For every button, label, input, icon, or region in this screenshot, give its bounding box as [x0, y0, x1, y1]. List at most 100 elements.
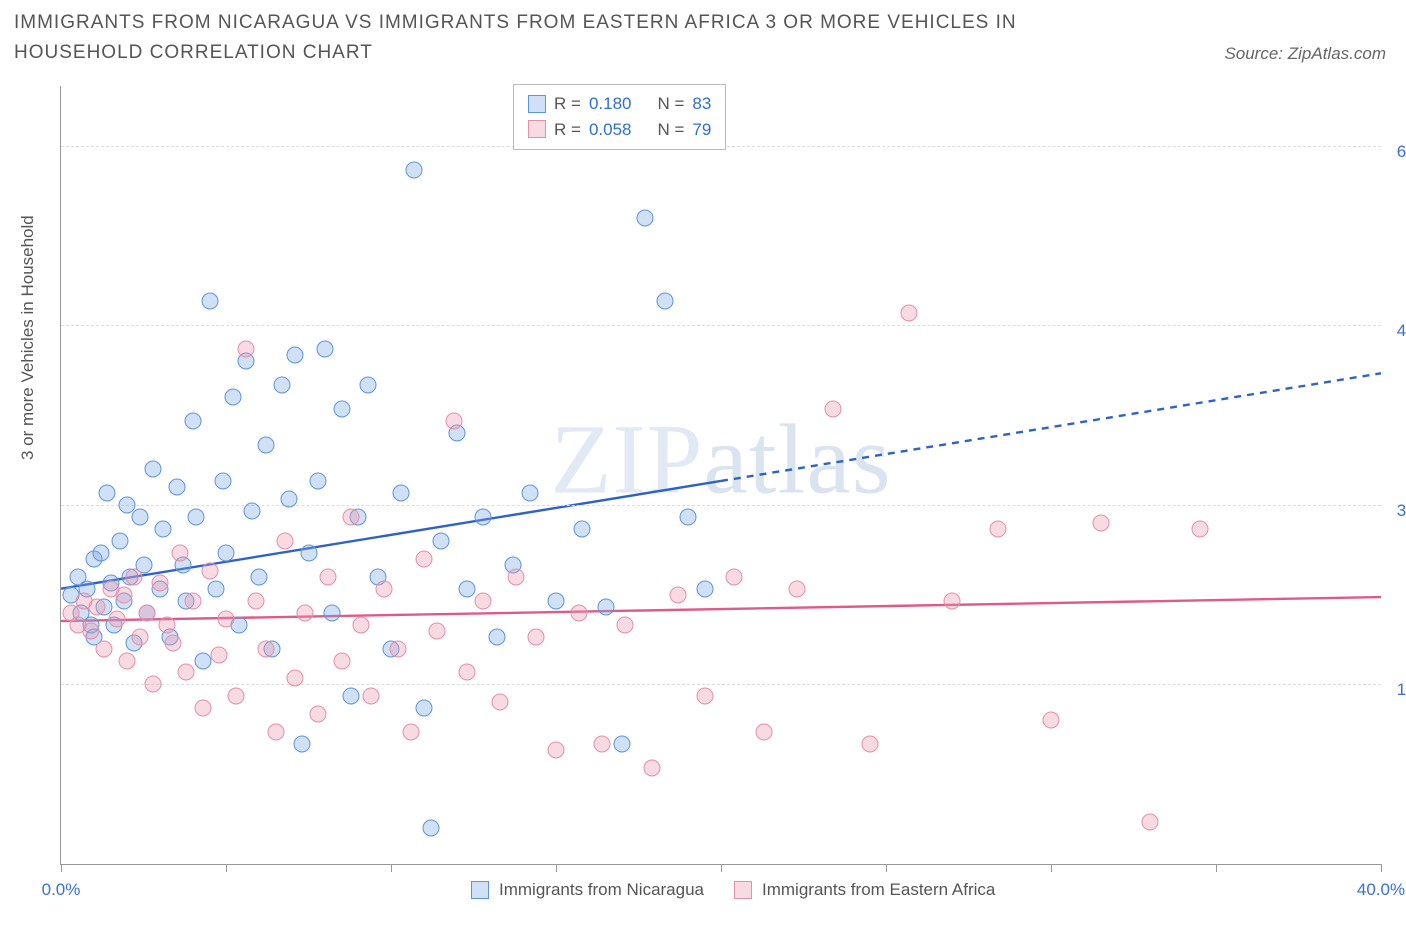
data-point-eastern_africa	[333, 652, 350, 669]
data-point-nicaragua	[168, 478, 185, 495]
data-point-nicaragua	[680, 508, 697, 525]
data-point-eastern_africa	[171, 544, 188, 561]
y-axis-label: 3 or more Vehicles in Household	[18, 215, 38, 460]
x-tick-label: 0.0%	[42, 880, 81, 900]
data-point-eastern_africa	[138, 604, 155, 621]
y-tick-label: 45.0%	[1397, 321, 1406, 341]
data-point-eastern_africa	[227, 688, 244, 705]
data-point-eastern_africa	[491, 694, 508, 711]
n-value-nicaragua: 83	[692, 91, 711, 117]
chart-title: IMMIGRANTS FROM NICARAGUA VS IMMIGRANTS …	[14, 8, 1134, 69]
data-point-eastern_africa	[528, 628, 545, 645]
data-point-nicaragua	[155, 520, 172, 537]
data-point-nicaragua	[548, 592, 565, 609]
data-point-nicaragua	[92, 544, 109, 561]
n-label: N =	[657, 91, 684, 117]
data-point-eastern_africa	[178, 664, 195, 681]
data-point-nicaragua	[287, 347, 304, 364]
data-point-nicaragua	[145, 461, 162, 478]
x-tick	[1051, 864, 1052, 872]
x-tick	[886, 864, 887, 872]
data-point-nicaragua	[188, 508, 205, 525]
data-point-nicaragua	[293, 736, 310, 753]
x-tick	[721, 864, 722, 872]
data-point-eastern_africa	[194, 700, 211, 717]
data-point-eastern_africa	[861, 736, 878, 753]
x-tick-label: 40.0%	[1357, 880, 1405, 900]
data-point-nicaragua	[488, 628, 505, 645]
data-point-nicaragua	[614, 736, 631, 753]
r-value-nicaragua: 0.180	[589, 91, 632, 117]
swatch-nicaragua	[528, 95, 546, 113]
data-point-eastern_africa	[1191, 520, 1208, 537]
trend-line-extrapolated-nicaragua	[721, 373, 1381, 481]
data-point-nicaragua	[208, 580, 225, 597]
data-point-eastern_africa	[132, 628, 149, 645]
data-point-nicaragua	[333, 401, 350, 418]
data-point-eastern_africa	[119, 652, 136, 669]
data-point-eastern_africa	[95, 640, 112, 657]
data-point-eastern_africa	[389, 640, 406, 657]
x-tick	[1381, 864, 1382, 872]
data-point-eastern_africa	[237, 341, 254, 358]
data-point-nicaragua	[310, 472, 327, 489]
data-point-nicaragua	[323, 604, 340, 621]
plot-area: ZIPatlas 15.0%30.0%45.0%60.0% R = 0.180 …	[60, 86, 1381, 865]
data-point-nicaragua	[274, 377, 291, 394]
data-point-nicaragua	[317, 341, 334, 358]
data-point-eastern_africa	[445, 413, 462, 430]
data-point-nicaragua	[574, 520, 591, 537]
data-point-eastern_africa	[617, 616, 634, 633]
data-point-eastern_africa	[277, 532, 294, 549]
data-point-eastern_africa	[1043, 712, 1060, 729]
swatch-nicaragua	[471, 881, 489, 899]
data-point-nicaragua	[696, 580, 713, 597]
data-point-eastern_africa	[696, 688, 713, 705]
data-point-eastern_africa	[1142, 814, 1159, 831]
data-point-nicaragua	[432, 532, 449, 549]
n-value-eastern-africa: 79	[692, 117, 711, 143]
data-point-eastern_africa	[416, 550, 433, 567]
data-point-nicaragua	[637, 209, 654, 226]
data-point-eastern_africa	[901, 305, 918, 322]
data-point-eastern_africa	[247, 592, 264, 609]
data-point-eastern_africa	[165, 634, 182, 651]
r-label: R =	[554, 91, 581, 117]
data-point-nicaragua	[597, 598, 614, 615]
data-point-eastern_africa	[548, 742, 565, 759]
legend-item-nicaragua: Immigrants from Nicaragua	[471, 880, 704, 900]
data-point-nicaragua	[257, 437, 274, 454]
data-point-nicaragua	[343, 688, 360, 705]
data-point-eastern_africa	[363, 688, 380, 705]
data-point-eastern_africa	[508, 568, 525, 585]
data-point-eastern_africa	[353, 616, 370, 633]
legend-stats-row-1: R = 0.180 N = 83	[528, 91, 711, 117]
data-point-eastern_africa	[287, 670, 304, 687]
data-point-nicaragua	[224, 389, 241, 406]
data-point-eastern_africa	[343, 508, 360, 525]
data-point-eastern_africa	[475, 592, 492, 609]
data-point-eastern_africa	[218, 610, 235, 627]
data-point-eastern_africa	[125, 568, 142, 585]
data-point-eastern_africa	[990, 520, 1007, 537]
data-point-nicaragua	[112, 532, 129, 549]
data-point-eastern_africa	[788, 580, 805, 597]
source-label: Source: ZipAtlas.com	[1224, 44, 1386, 64]
data-point-eastern_africa	[267, 724, 284, 741]
legend-stats: R = 0.180 N = 83 R = 0.058 N = 79	[513, 84, 726, 150]
data-point-eastern_africa	[402, 724, 419, 741]
data-point-nicaragua	[214, 472, 231, 489]
data-point-eastern_africa	[82, 622, 99, 639]
data-point-nicaragua	[422, 820, 439, 837]
data-point-nicaragua	[251, 568, 268, 585]
data-point-nicaragua	[194, 652, 211, 669]
data-point-eastern_africa	[145, 676, 162, 693]
data-point-nicaragua	[458, 580, 475, 597]
data-point-eastern_africa	[257, 640, 274, 657]
n-label: N =	[657, 117, 684, 143]
data-point-eastern_africa	[571, 604, 588, 621]
data-point-eastern_africa	[185, 592, 202, 609]
data-point-eastern_africa	[310, 706, 327, 723]
plot-inner: ZIPatlas 15.0%30.0%45.0%60.0%	[61, 86, 1381, 864]
data-point-eastern_africa	[594, 736, 611, 753]
